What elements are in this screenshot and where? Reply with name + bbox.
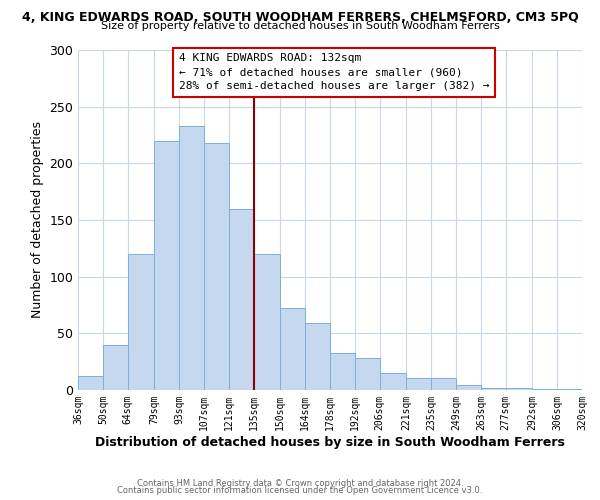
Text: 4, KING EDWARDS ROAD, SOUTH WOODHAM FERRERS, CHELMSFORD, CM3 5PQ: 4, KING EDWARDS ROAD, SOUTH WOODHAM FERR… — [22, 11, 578, 24]
Bar — [204, 143, 229, 390]
Bar — [355, 358, 380, 390]
Bar — [128, 254, 154, 390]
Text: 4 KING EDWARDS ROAD: 132sqm
← 71% of detached houses are smaller (960)
28% of se: 4 KING EDWARDS ROAD: 132sqm ← 71% of det… — [179, 54, 490, 92]
Bar — [406, 378, 431, 390]
Text: Contains public sector information licensed under the Open Government Licence v3: Contains public sector information licen… — [118, 486, 482, 495]
Bar — [103, 344, 128, 390]
Bar — [506, 388, 532, 390]
Bar — [330, 352, 355, 390]
Bar — [179, 126, 204, 390]
Bar — [557, 389, 582, 390]
Bar — [380, 373, 406, 390]
Y-axis label: Number of detached properties: Number of detached properties — [31, 122, 44, 318]
Bar — [154, 140, 179, 390]
Bar — [229, 208, 254, 390]
Text: Contains HM Land Registry data © Crown copyright and database right 2024.: Contains HM Land Registry data © Crown c… — [137, 478, 463, 488]
Bar — [280, 308, 305, 390]
Bar — [431, 378, 456, 390]
Bar — [254, 254, 280, 390]
X-axis label: Distribution of detached houses by size in South Woodham Ferrers: Distribution of detached houses by size … — [95, 436, 565, 448]
Bar — [305, 323, 330, 390]
Text: Size of property relative to detached houses in South Woodham Ferrers: Size of property relative to detached ho… — [101, 21, 499, 31]
Bar — [456, 386, 481, 390]
Bar — [78, 376, 103, 390]
Bar — [532, 389, 557, 390]
Bar — [481, 388, 506, 390]
